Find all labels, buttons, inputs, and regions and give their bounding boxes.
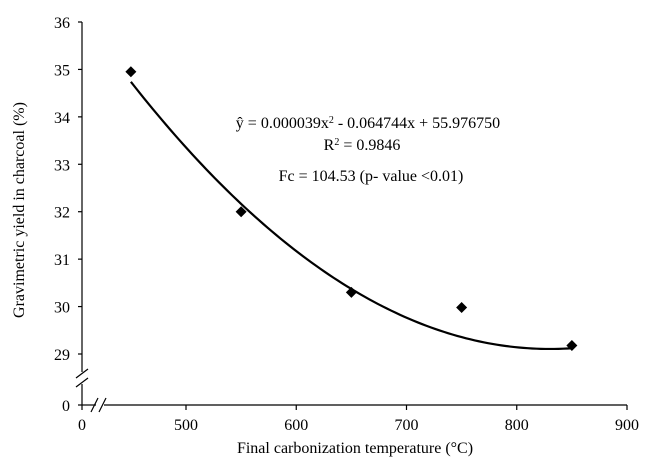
y-tick-label: 29 <box>54 347 70 364</box>
x-tick-label: 900 <box>615 417 639 434</box>
y-axis-title: Gravimetric yield in charcoal (%) <box>11 102 28 318</box>
y-tick-group: 0 29 30 31 32 33 34 35 36 <box>54 15 82 415</box>
y-tick-label: 33 <box>54 157 70 174</box>
fc-annotation: Fc = 104.53 (p- value <0.01) <box>279 168 464 185</box>
y-tick-label: 32 <box>54 205 70 222</box>
data-point <box>235 206 247 218</box>
x-axis-break-mark <box>98 397 107 413</box>
x-axis-title: Final carbonization temperature (°C) <box>237 440 473 457</box>
y-tick-label: 34 <box>54 110 70 127</box>
data-point <box>345 286 357 298</box>
data-points <box>125 66 578 351</box>
y-tick-label: 0 <box>62 398 70 415</box>
x-tick-label: 500 <box>174 417 198 434</box>
x-tick-label: 700 <box>395 417 419 434</box>
y-axis-break-mark <box>75 377 89 388</box>
y-tick-label: 35 <box>54 62 70 79</box>
y-tick-label: 31 <box>54 252 70 269</box>
r-squared-annotation: R2 = 0.9846 <box>324 137 401 155</box>
x-tick-group: 0 500 600 700 800 900 <box>78 405 639 434</box>
data-point <box>456 302 468 314</box>
x-tick-label: 800 <box>505 417 529 434</box>
x-tick-label: 0 <box>78 417 86 434</box>
y-tick-label: 30 <box>54 300 70 317</box>
data-point <box>125 66 137 78</box>
x-tick-label: 600 <box>284 417 308 434</box>
y-axis-break-mark <box>75 368 89 379</box>
data-point <box>566 339 578 351</box>
equation-annotation: ŷ = 0.000039x2 - 0.064744x + 55.976750 <box>236 115 500 133</box>
y-tick-label: 36 <box>54 15 70 32</box>
x-axis-break-mark <box>90 397 99 413</box>
